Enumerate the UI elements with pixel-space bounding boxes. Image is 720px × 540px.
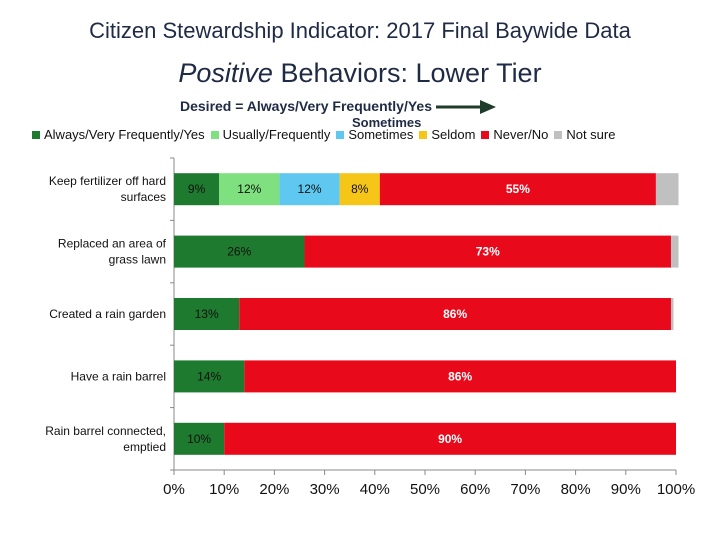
- chart-subtitle: Positive Behaviors: Lower Tier: [0, 58, 720, 89]
- x-tick-label: 30%: [310, 481, 340, 498]
- x-tick-label: 40%: [360, 481, 390, 498]
- data-label: 86%: [443, 307, 467, 321]
- data-label: 14%: [197, 369, 221, 383]
- x-tick-label: 60%: [460, 481, 490, 498]
- legend-item: Not sure: [554, 127, 615, 142]
- x-tick-label: 0%: [163, 481, 185, 498]
- arrow-icon: [436, 100, 496, 114]
- bar-segment: [339, 173, 380, 206]
- legend-swatch: [32, 130, 40, 139]
- data-label: 73%: [476, 245, 500, 259]
- legend-item: Always/Very Frequently/Yes: [32, 127, 205, 142]
- data-label: 9%: [188, 182, 206, 196]
- bar-segment: [174, 235, 305, 268]
- desired-note: Desired = Always/Very Frequently/Yes: [180, 98, 432, 114]
- bar-segment: [304, 235, 671, 268]
- data-label: 26%: [227, 245, 251, 259]
- sometimes-note: Sometimes: [352, 115, 422, 130]
- legend-swatch: [419, 130, 428, 139]
- legend-label: Seldom: [431, 127, 476, 142]
- x-tick-label: 90%: [611, 481, 641, 498]
- category-label: Have a rain barrel: [71, 369, 166, 383]
- legend-item: Sometimes: [336, 127, 413, 142]
- category-label: Keep fertilizer off hard: [49, 174, 166, 188]
- x-tick-label: 100%: [657, 481, 695, 498]
- legend-swatch: [554, 130, 563, 139]
- legend: Always/Very Frequently/Yes Usually/Freque…: [32, 127, 615, 142]
- category-label: Replaced an area of: [58, 237, 167, 251]
- data-label: 12%: [237, 182, 261, 196]
- data-label: 90%: [438, 432, 462, 446]
- bar-segment: [655, 173, 679, 206]
- subtitle-emphasis: Positive: [178, 58, 273, 88]
- data-label: 8%: [351, 182, 369, 196]
- chart-title: Citizen Stewardship Indicator: 2017 Fina…: [89, 18, 631, 43]
- x-tick-label: 10%: [209, 481, 239, 498]
- legend-swatch: [336, 130, 345, 139]
- category-label: surfaces: [121, 190, 166, 204]
- bar-segment: [224, 422, 676, 455]
- category-label: emptied: [123, 440, 166, 454]
- bar-segment: [174, 173, 220, 206]
- bar-segment: [239, 298, 671, 330]
- subtitle-rest: Behaviors: Lower Tier: [272, 58, 542, 88]
- legend-label: Always/Very Frequently/Yes: [44, 127, 205, 142]
- data-label: 12%: [298, 182, 322, 196]
- category-label: Created a rain garden: [49, 307, 166, 321]
- bar-segment: [244, 360, 676, 393]
- legend-item: Seldom: [419, 127, 475, 142]
- data-label: 55%: [506, 182, 530, 196]
- x-tick-label: 20%: [259, 481, 289, 498]
- x-tick-label: 70%: [510, 481, 540, 498]
- data-label: 86%: [448, 369, 472, 383]
- bar-segment: [174, 298, 240, 330]
- bar-segment: [670, 298, 674, 330]
- x-tick-label: 80%: [561, 481, 591, 498]
- legend-swatch: [481, 130, 490, 139]
- bar-segment: [219, 173, 280, 206]
- category-label: grass lawn: [109, 253, 166, 267]
- bar-segment: [174, 422, 225, 455]
- category-label: Rain barrel connected,: [45, 424, 166, 438]
- bar-segment: [670, 235, 679, 268]
- bar-segment: [379, 173, 656, 206]
- legend-swatch: [210, 130, 219, 139]
- data-label: 10%: [187, 432, 211, 446]
- legend-item: Never/No: [481, 127, 548, 142]
- legend-label: Usually/Frequently: [222, 127, 331, 142]
- bar-segment: [279, 173, 340, 206]
- data-label: 13%: [195, 307, 219, 321]
- legend-label: Never/No: [493, 127, 549, 142]
- legend-item: Usually/Frequently: [210, 127, 331, 142]
- x-tick-label: 50%: [410, 481, 440, 498]
- legend-label: Sometimes: [348, 127, 414, 142]
- bar-segment: [174, 360, 245, 393]
- legend-label: Not sure: [566, 127, 616, 142]
